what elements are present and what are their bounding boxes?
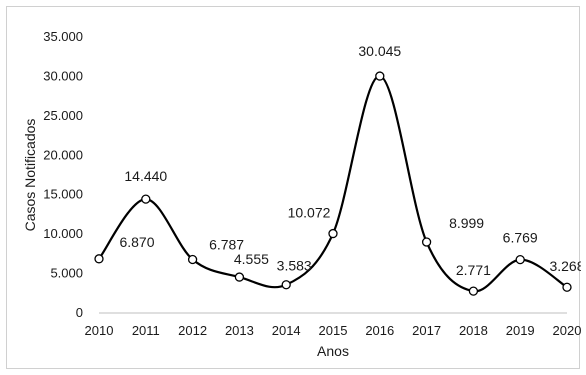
- data-point: [423, 238, 431, 246]
- data-label: 2.771: [456, 262, 491, 278]
- y-tick-label: 10.000: [43, 226, 83, 241]
- y-tick-label: 5.000: [50, 266, 83, 281]
- data-point: [516, 256, 524, 264]
- chart-container: 0 5.000 10.000 15.000 20.000 25.000 30.000 35.0…: [6, 6, 580, 369]
- y-tick-label: 35.000: [43, 29, 83, 44]
- data-label: 10.072: [288, 205, 331, 221]
- x-tick-label: 2019: [506, 323, 535, 338]
- data-label: 14.440: [124, 168, 167, 184]
- y-tick-label: 0: [76, 305, 83, 320]
- x-tick-label: 2018: [459, 323, 488, 338]
- y-tick-label: 30.000: [43, 68, 83, 83]
- data-point: [329, 230, 337, 238]
- data-point: [95, 255, 103, 263]
- y-tick-label: 20.000: [43, 147, 83, 162]
- x-tick-label: 2016: [365, 323, 394, 338]
- data-label: 3.268: [549, 258, 581, 274]
- data-point: [563, 283, 571, 291]
- line-chart: 0 5.000 10.000 15.000 20.000 25.000 30.000 35.0…: [7, 7, 581, 370]
- x-tick-label: 2020: [553, 323, 581, 338]
- series-line: [99, 76, 567, 291]
- x-tick-label: 2012: [178, 323, 207, 338]
- data-label: 4.555: [234, 251, 269, 267]
- x-tick-label: 2015: [319, 323, 348, 338]
- x-tick-labels: 2010 2011 2012 2013 2014 2015 2016 2017 2018 2019…: [85, 323, 581, 338]
- y-tick-label: 25.000: [43, 108, 83, 123]
- x-tick-label: 2013: [225, 323, 254, 338]
- data-point: [142, 195, 150, 203]
- y-axis-title: Casos Notificados: [22, 119, 38, 232]
- data-point: [376, 72, 384, 80]
- x-axis-title: Anos: [317, 343, 349, 359]
- data-label: 30.045: [358, 43, 401, 59]
- data-point: [469, 287, 477, 295]
- data-label: 6.787: [209, 236, 244, 252]
- data-label: 6.870: [119, 234, 154, 250]
- data-point: [235, 273, 243, 281]
- y-tick-labels: 0 5.000 10.000 15.000 20.000 25.000 30.000 35.0…: [43, 29, 83, 320]
- x-tick-label: 2017: [412, 323, 441, 338]
- data-label: 8.999: [449, 215, 484, 231]
- x-tick-label: 2011: [132, 323, 160, 338]
- y-tick-label: 15.000: [43, 187, 83, 202]
- data-point: [282, 281, 290, 289]
- data-label: 3.583: [277, 258, 312, 274]
- x-tick-label: 2010: [85, 323, 114, 338]
- data-label: 6.769: [503, 230, 538, 246]
- data-point: [189, 255, 197, 263]
- x-tick-label: 2014: [272, 323, 301, 338]
